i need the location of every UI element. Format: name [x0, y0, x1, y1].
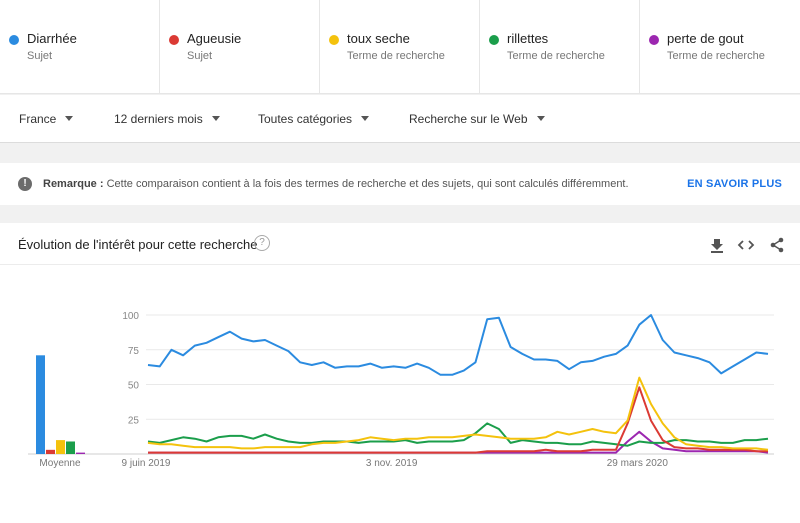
y-tick-label: 25	[128, 415, 140, 426]
chart-title: Évolution de l'intérêt pour cette recher…	[18, 237, 258, 252]
term-name: rillettes	[507, 31, 549, 46]
learn-more-link[interactable]: EN SAVOIR PLUS	[687, 178, 782, 190]
average-bar	[66, 441, 75, 454]
term-color-dot	[489, 35, 499, 45]
notice-text: Cette comparaison contient à la fois des…	[106, 178, 629, 190]
download-icon[interactable]	[708, 236, 726, 254]
average-bar	[36, 355, 45, 454]
term-name: Diarrhée	[27, 31, 77, 46]
share-icon[interactable]	[768, 236, 786, 254]
term-card-1[interactable]: Diarrhée Sujet	[0, 0, 160, 94]
interest-chart: 100 75 50 25 9 juin 2019 3 nov. 2019 29 mars 2…	[28, 311, 774, 469]
comparison-notice: ! Remarque : Cette comparaison contient …	[0, 163, 800, 205]
term-name: perte de gout	[667, 31, 744, 46]
term-color-dot	[9, 35, 19, 45]
x-tick-label: 9 juin 2019	[122, 458, 171, 469]
notice-label: Remarque :	[43, 178, 104, 190]
period-filter[interactable]: 12 derniers mois	[114, 112, 220, 126]
search-type-filter[interactable]: Recherche sur le Web	[409, 112, 545, 126]
x-tick-label: 29 mars 2020	[607, 458, 669, 469]
filters-bar: France 12 derniers mois Toutes catégorie…	[0, 95, 800, 143]
interest-over-time-card: Évolution de l'intérêt pour cette recher…	[0, 223, 800, 523]
search-terms-bar: Diarrhée Sujet Agueusie Sujet toux seche Term…	[0, 0, 800, 94]
term-card-3[interactable]: toux seche Terme de recherche	[320, 0, 480, 94]
term-color-dot	[169, 35, 179, 45]
series-line	[147, 422, 769, 447]
category-filter-label: Toutes catégories	[258, 112, 353, 126]
term-color-dot	[649, 35, 659, 45]
term-type: Terme de recherche	[667, 50, 765, 62]
term-name: Agueusie	[187, 31, 242, 46]
y-tick-label: 100	[122, 311, 139, 322]
x-tick-label: 3 nov. 2019	[366, 458, 418, 469]
card-divider	[0, 264, 800, 265]
caret-down-icon	[211, 116, 220, 122]
series-line	[147, 314, 769, 376]
country-filter-label: France	[19, 112, 57, 126]
series-line	[148, 386, 768, 454]
caret-down-icon	[536, 116, 545, 122]
term-card-5[interactable]: perte de gout Terme de recherche	[640, 0, 800, 94]
average-bar	[56, 440, 65, 454]
period-filter-label: 12 derniers mois	[114, 112, 203, 126]
term-type: Terme de recherche	[507, 50, 605, 62]
term-type: Sujet	[27, 50, 53, 62]
term-color-dot	[329, 35, 339, 45]
average-bar	[46, 449, 55, 454]
series-line	[147, 376, 769, 451]
country-filter[interactable]: France	[19, 112, 74, 126]
term-card-2[interactable]: Agueusie Sujet	[160, 0, 320, 94]
caret-down-icon	[65, 116, 74, 122]
help-icon[interactable]: ?	[254, 235, 270, 251]
caret-down-icon	[361, 116, 370, 122]
embed-code-icon[interactable]	[737, 236, 755, 254]
y-tick-label: 75	[128, 346, 140, 357]
y-tick-label: 50	[128, 381, 140, 392]
term-type: Terme de recherche	[347, 50, 445, 62]
info-icon: !	[18, 177, 32, 191]
category-filter[interactable]: Toutes catégories	[258, 112, 370, 126]
term-type: Sujet	[187, 50, 213, 62]
notice-message: Remarque : Cette comparaison contient à …	[43, 178, 629, 190]
term-name: toux seche	[347, 31, 410, 46]
term-card-4[interactable]: rillettes Terme de recherche	[480, 0, 640, 94]
average-label: Moyenne	[39, 458, 81, 469]
search-type-filter-label: Recherche sur le Web	[409, 112, 528, 126]
average-bar	[76, 452, 85, 454]
